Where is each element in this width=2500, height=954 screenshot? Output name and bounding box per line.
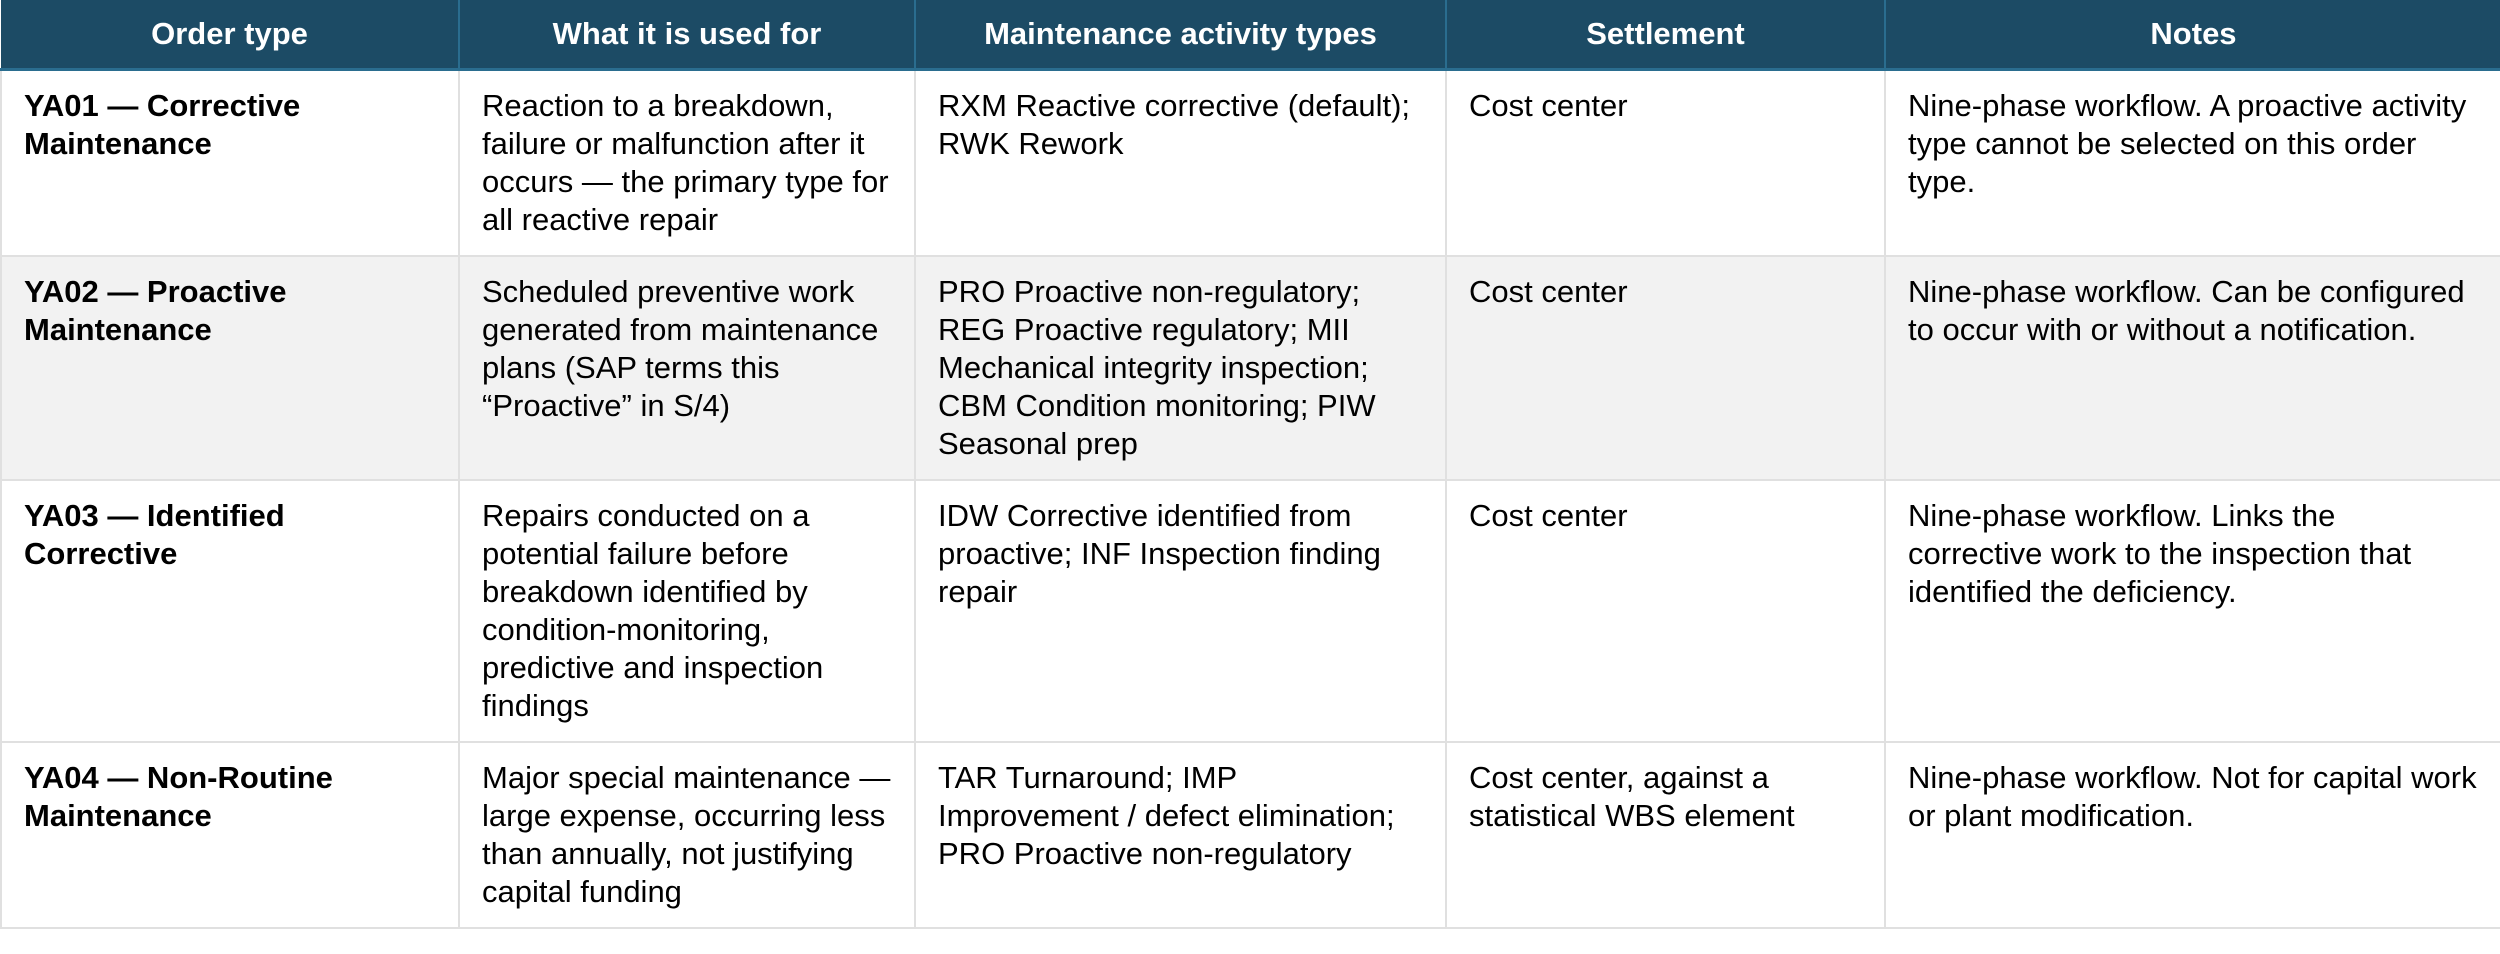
table-header: Order type What it is used for Maintenan… <box>1 0 2500 71</box>
header-activity-types: Maintenance activity types <box>914 0 1446 71</box>
header-settlement: Settlement <box>1445 0 1885 71</box>
header-row: Order type What it is used for Maintenan… <box>1 0 2500 71</box>
used-for-cell: Reaction to a breakdown, failure or malf… <box>458 68 916 257</box>
activity-types-cell: PRO Proactive non-regulatory; REG Proact… <box>914 255 1447 481</box>
table-row: YA03 — Identified Corrective Repairs con… <box>0 479 2500 743</box>
table-row: YA02 — Proactive Maintenance Scheduled p… <box>0 255 2500 481</box>
notes-cell: Nine-phase workflow. Links the correctiv… <box>1884 479 2500 743</box>
order-type-cell: YA03 — Identified Corrective <box>0 479 460 743</box>
notes-cell: Nine-phase workflow. A proactive activit… <box>1884 68 2500 257</box>
order-type-cell: YA01 — Corrective Maintenance <box>0 68 460 257</box>
table-row: YA01 — Corrective Maintenance Reaction t… <box>0 68 2500 257</box>
notes-cell: Nine-phase workflow. Not for capital wor… <box>1884 741 2500 929</box>
header-order-type: Order type <box>1 0 459 71</box>
notes-cell: Nine-phase workflow. Can be configured t… <box>1884 255 2500 481</box>
used-for-cell: Scheduled preventive work generated from… <box>458 255 916 481</box>
activity-types-cell: IDW Corrective identified from proactive… <box>914 479 1447 743</box>
order-types-table: Order type What it is used for Maintenan… <box>0 0 2500 929</box>
header-used-for: What it is used for <box>458 0 915 71</box>
activity-types-cell: TAR Turnaround; IMP Improvement / defect… <box>914 741 1447 929</box>
settlement-cell: Cost center <box>1445 68 1886 257</box>
used-for-cell: Major special maintenance — large expens… <box>458 741 916 929</box>
settlement-cell: Cost center, against a statistical WBS e… <box>1445 741 1886 929</box>
activity-types-cell: RXM Reactive corrective (default); RWK R… <box>914 68 1447 257</box>
table-row: YA04 — Non-Routine Maintenance Major spe… <box>0 741 2500 929</box>
order-type-cell: YA04 — Non-Routine Maintenance <box>0 741 460 929</box>
settlement-cell: Cost center <box>1445 479 1886 743</box>
table-body: YA01 — Corrective Maintenance Reaction t… <box>0 68 2500 929</box>
settlement-cell: Cost center <box>1445 255 1886 481</box>
used-for-cell: Repairs conducted on a potential failure… <box>458 479 916 743</box>
order-type-cell: YA02 — Proactive Maintenance <box>0 255 460 481</box>
header-notes: Notes <box>1884 0 2500 71</box>
